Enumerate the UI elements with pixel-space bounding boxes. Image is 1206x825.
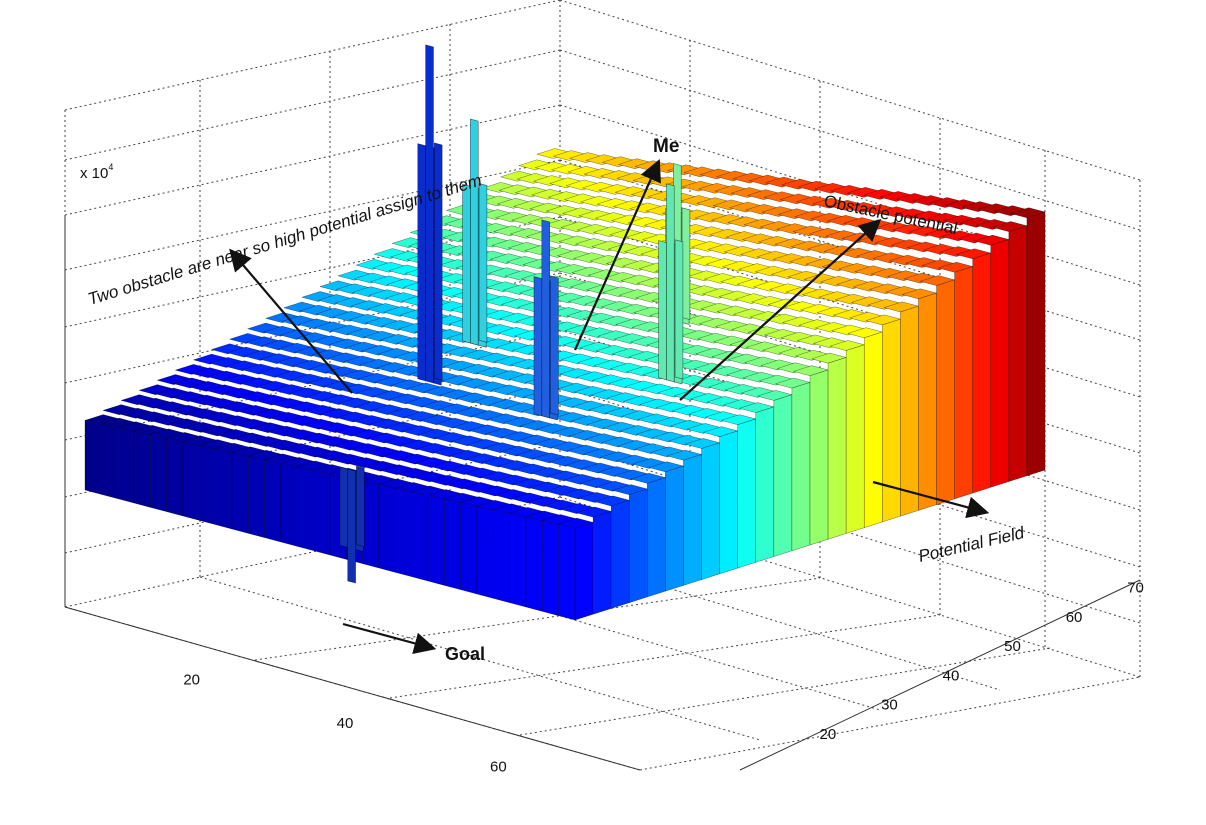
x-tick-label: 60 [490, 758, 507, 775]
spike-me [681, 207, 691, 321]
spike-obstacle [550, 275, 559, 416]
surface-wall [628, 488, 648, 604]
surface-wall [900, 305, 919, 517]
y-tick-label: 50 [1004, 638, 1021, 655]
surface-wall [444, 498, 461, 590]
surface-wall [199, 445, 216, 525]
arrow-potential-field [872, 480, 990, 519]
spike-obstacle [533, 276, 543, 417]
surface-wall [395, 487, 412, 577]
x-axis-ticks: 20 40 60 [183, 671, 506, 775]
spike-obstacle [666, 183, 675, 383]
obstacle-spikes [339, 44, 691, 584]
surface-wall [809, 369, 829, 546]
surface-wall [701, 442, 720, 580]
surface-wall [525, 516, 543, 612]
surface-wall [592, 511, 612, 615]
surface-wall [150, 434, 167, 512]
surface-wall [476, 505, 494, 599]
surface-wall [313, 469, 331, 556]
surface-wall [133, 430, 151, 508]
spike-obstacle [425, 44, 434, 384]
surface-wall [493, 509, 510, 603]
surface-wall [280, 462, 298, 547]
surface-wall [683, 454, 702, 586]
y-tick-label: 60 [1066, 609, 1083, 626]
surface-wall [427, 494, 445, 586]
surface-wall [773, 394, 793, 557]
surface-wall [248, 455, 265, 538]
z-multiplier-exp: 4 [108, 162, 113, 172]
annotation-potential-field: Potential Field [917, 523, 1027, 566]
surface-wall [791, 382, 811, 552]
surface-wall [737, 418, 757, 569]
surface-wall [166, 437, 184, 517]
spike-obstacle [658, 240, 667, 381]
z-multiplier: x 104 [80, 162, 113, 182]
surface-wall [1026, 211, 1046, 477]
surface-wall [558, 523, 576, 621]
spike-goal [339, 466, 349, 548]
arrow-goal [342, 622, 437, 655]
surface-wall [411, 491, 429, 582]
surface-wall [264, 459, 282, 543]
spike-goal [347, 468, 356, 584]
surface-wall [827, 357, 847, 540]
spike-obstacle [433, 142, 443, 381]
annotation-me: Me [653, 136, 679, 157]
annotation-goal: Goal [445, 644, 485, 664]
spike-obstacle [674, 239, 684, 380]
surface-wall [84, 420, 102, 495]
surface-wall [954, 266, 973, 500]
spike-obstacle [541, 219, 550, 419]
arrow-obstacle-potential [679, 219, 882, 401]
surface-wall [755, 406, 775, 563]
z-multiplier-base: x 10 [80, 165, 108, 182]
surface-wall [863, 331, 883, 529]
surface-wall [845, 344, 865, 534]
arrow-me [573, 158, 661, 351]
y-tick-label: 40 [943, 667, 960, 684]
y-tick-label: 20 [820, 726, 837, 743]
surface-wall [215, 448, 233, 530]
surface-wall [665, 465, 684, 592]
surface-wall [936, 279, 955, 505]
surface-wall [542, 519, 559, 616]
spike-obstacle [470, 118, 479, 346]
surface-wall [378, 484, 396, 573]
surface-wall [117, 427, 135, 504]
potential-field-surface [84, 148, 1046, 621]
spike-goal [356, 465, 365, 548]
arrow-two-obstacles [229, 248, 353, 394]
surface-wall [101, 423, 118, 499]
surface-wall [972, 252, 992, 494]
surface-wall [231, 452, 249, 534]
y-axis-ticks: 20 30 40 50 60 70 [820, 580, 1144, 743]
surface-wall [610, 499, 630, 609]
surface-wall [990, 239, 1010, 488]
surface-wall [182, 441, 200, 521]
x-tick-label: 20 [183, 671, 200, 688]
x-tick-label: 40 [337, 715, 354, 732]
spike-obstacle [478, 183, 488, 343]
surface-wall [882, 318, 901, 523]
spike-obstacle [462, 183, 471, 344]
surface-wall [297, 466, 314, 551]
y-tick-label: 30 [881, 697, 898, 714]
surface-wall [719, 430, 738, 575]
surface-wall [460, 502, 478, 595]
surface-wall [574, 522, 594, 621]
surface-wall [918, 292, 937, 511]
surface-wall [362, 480, 380, 569]
y-tick-label: 70 [1127, 580, 1144, 597]
axes [64, 215, 1141, 771]
surface-wall [1008, 225, 1028, 482]
spike-obstacle [417, 143, 426, 382]
surface-wall [509, 512, 527, 608]
surface-wall [647, 477, 666, 598]
